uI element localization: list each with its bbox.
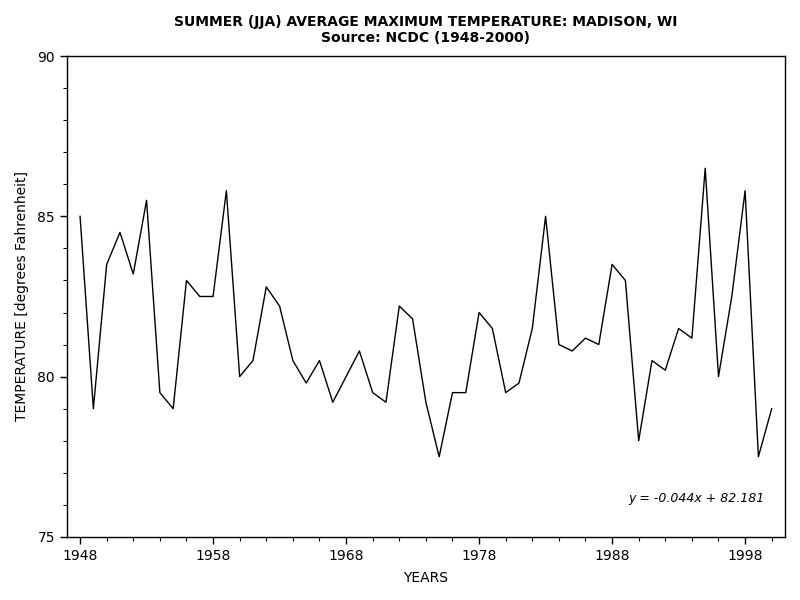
Y-axis label: TEMPERATURE [degrees Fahrenheit]: TEMPERATURE [degrees Fahrenheit] (15, 172, 29, 421)
Title: SUMMER (JJA) AVERAGE MAXIMUM TEMPERATURE: MADISON, WI
Source: NCDC (1948-2000): SUMMER (JJA) AVERAGE MAXIMUM TEMPERATURE… (174, 15, 678, 45)
X-axis label: YEARS: YEARS (403, 571, 448, 585)
Text: y = -0.044x + 82.181: y = -0.044x + 82.181 (629, 492, 765, 505)
